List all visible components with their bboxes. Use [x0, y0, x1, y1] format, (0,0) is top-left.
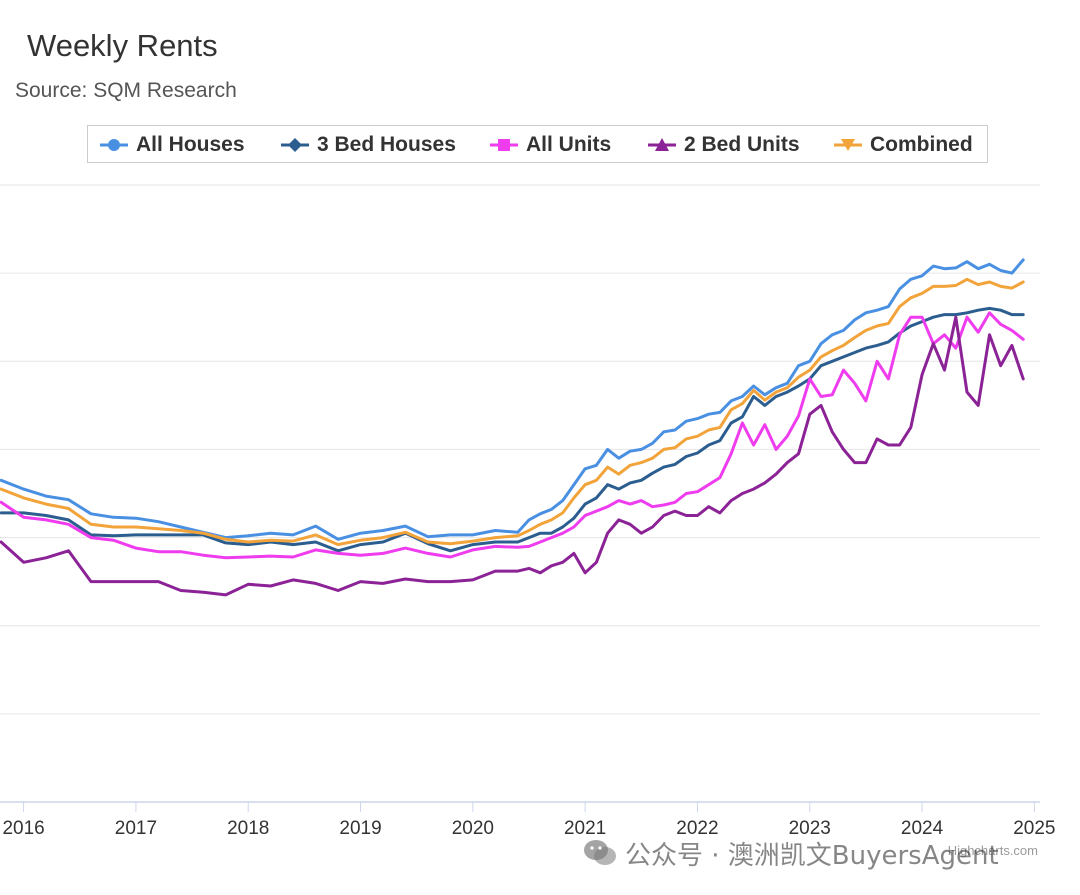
x-tick-label: 2022	[676, 818, 718, 839]
legend-item-2-bed-units[interactable]: 2 Bed Units	[648, 126, 800, 164]
legend-item-all-units[interactable]: All Units	[490, 126, 611, 164]
watermark: 公众号 · 澳洲凯文BuyersAgent	[583, 836, 999, 871]
x-tick-label: 2018	[227, 818, 269, 839]
triangle-down-marker-icon	[834, 139, 862, 151]
x-tick-label: 2023	[789, 818, 831, 839]
x-tick-label: 2025	[1013, 818, 1055, 839]
x-tick-label: 2020	[452, 818, 494, 839]
legend-item-3-bed-houses[interactable]: 3 Bed Houses	[281, 126, 456, 164]
legend-item-all-houses[interactable]: All Houses	[100, 126, 245, 164]
watermark-text: 公众号 · 澳洲凯文BuyersAgent	[625, 840, 999, 871]
series-line-3-bed-houses[interactable]	[0, 306, 1025, 553]
x-tick-label: 2016	[2, 818, 44, 839]
diamond-marker-icon	[281, 138, 309, 152]
series-line-all-houses[interactable]	[0, 258, 1025, 541]
legend-label: All Units	[526, 133, 612, 156]
wechat-icon	[584, 840, 616, 865]
x-tick-label: 2019	[339, 818, 381, 839]
legend-label: Combined	[870, 133, 973, 156]
chart-legend: All Houses 3 Bed Houses All Units 2 Bed …	[87, 125, 988, 163]
legend-label: All Houses	[136, 133, 245, 156]
legend-label: 2 Bed Units	[684, 133, 800, 156]
triangle-marker-icon	[648, 138, 676, 151]
chart-subtitle: Source: SQM Research	[15, 79, 237, 102]
x-tick-label: 2017	[115, 818, 157, 839]
series-line-all-units[interactable]	[0, 311, 1025, 560]
legend-item-combined[interactable]: Combined	[834, 126, 973, 164]
x-tick-label: 2024	[901, 818, 944, 839]
x-tick-label: 2021	[564, 818, 606, 839]
legend-label: 3 Bed Houses	[317, 133, 456, 156]
chart-title: Weekly Rents	[27, 28, 218, 63]
square-marker-icon	[490, 139, 518, 151]
credits-text[interactable]: Highcharts.com	[948, 843, 1038, 858]
circle-marker-icon	[100, 139, 128, 151]
series-line-combined[interactable]	[0, 277, 1025, 547]
series-line-2-bed-units[interactable]	[0, 315, 1025, 597]
